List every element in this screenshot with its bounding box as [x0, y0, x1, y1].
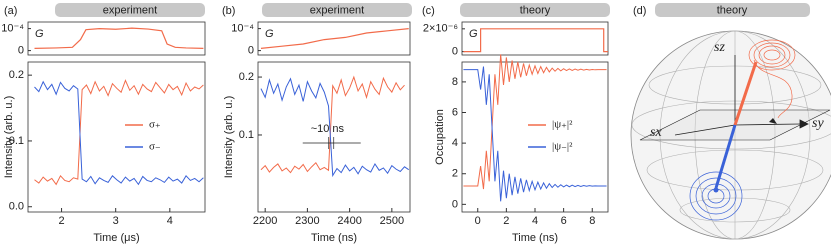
x-tick-label: 6 — [561, 215, 567, 227]
y-tick-label: 0.0 — [9, 201, 24, 213]
series-line — [260, 77, 410, 178]
y-tick-label: 0.2 — [239, 71, 254, 83]
header-pill — [460, 3, 610, 17]
axis-label: sz — [714, 40, 725, 55]
panel-label: (a) — [4, 5, 17, 17]
x-tick-label: 4 — [167, 215, 173, 227]
x-tick-label: 2 — [58, 215, 64, 227]
y-tick-label: 0.2 — [9, 69, 24, 81]
inset-tick-label: 2×10⁻⁶ — [423, 23, 458, 35]
inset-label: G — [469, 28, 478, 40]
legend-label: σ₊ — [149, 119, 161, 131]
series-line — [463, 66, 607, 202]
panel-header: experiment — [310, 4, 364, 16]
orange-trajectory — [748, 39, 796, 119]
axis-label: sx — [650, 125, 662, 140]
inset-tick-label: 10⁻⁴ — [1, 23, 24, 35]
inset-line — [463, 28, 608, 53]
y-tick-label: 6 — [452, 106, 458, 118]
plot-frame — [27, 61, 206, 213]
x-tick-label: 2 — [503, 215, 509, 227]
series-line — [463, 54, 607, 190]
panel-label: (d) — [633, 5, 646, 17]
legend-label: |ψ₋|² — [552, 141, 573, 153]
x-tick-label: 2200 — [253, 215, 277, 227]
blue-vector — [714, 124, 737, 189]
panel-header: experiment — [103, 4, 157, 16]
y-tick-label: 2 — [452, 168, 458, 180]
plot-frame — [257, 61, 411, 213]
panel-label: (b) — [222, 5, 235, 17]
orange-vector — [733, 61, 758, 126]
inset-line — [34, 27, 204, 49]
x-axis-label: Time (μs) — [93, 232, 139, 244]
x-axis-label: Time (ns) — [512, 232, 558, 244]
series-line — [34, 80, 204, 186]
x-tick-label: 3 — [113, 215, 119, 227]
arrow-head — [769, 118, 777, 124]
inset-tick-label: 10⁻⁴ — [231, 23, 254, 35]
y-tick-label: 8 — [452, 76, 458, 88]
panel-header: theory — [717, 4, 748, 16]
series-line — [260, 75, 405, 174]
axes — [674, 55, 809, 136]
inset-frame — [27, 21, 206, 56]
inset-frame — [461, 21, 609, 56]
y-axis-label: Intensity (arb. u.) — [3, 96, 15, 179]
y-tick-label: 0.1 — [239, 129, 254, 141]
x-tick-label: 2400 — [337, 215, 361, 227]
y-tick-label: 0.1 — [9, 135, 24, 147]
inset-line — [260, 28, 409, 49]
inset-tick-label: 0 — [452, 45, 458, 57]
legend-label: |ψ₊|² — [552, 119, 573, 131]
panel-header: theory — [520, 4, 551, 16]
sphere-grid — [631, 30, 831, 240]
header-pill — [55, 3, 205, 17]
x-tick-label: 2300 — [295, 215, 319, 227]
panel-label: (c) — [422, 5, 435, 17]
x-tick-label: 8 — [589, 215, 595, 227]
inset-tick-label: 0 — [18, 45, 24, 57]
legend-label: σ₋ — [149, 141, 161, 153]
inset-frame — [257, 21, 411, 56]
x-tick-label: 2500 — [380, 215, 404, 227]
y-tick-label: 4 — [452, 137, 458, 149]
header-pill — [262, 3, 412, 17]
series-line — [34, 79, 204, 186]
inset-tick-label: 0 — [248, 45, 254, 57]
y-tick-label: 0 — [452, 198, 458, 210]
y-axis-label: Intensity (arb. u.) — [223, 96, 235, 179]
x-axis-label: Time (ns) — [311, 232, 357, 244]
axis-label: sy — [812, 116, 824, 131]
blue-point — [713, 187, 719, 193]
header-pill — [655, 3, 810, 17]
y-axis-label: Occupation — [434, 109, 446, 165]
inset-label: G — [35, 28, 44, 40]
bloch-panel: theory (d) sz sx — [630, 3, 831, 240]
x-tick-label: 0 — [475, 215, 481, 227]
inset-label: G — [265, 28, 274, 40]
x-tick-label: 4 — [532, 215, 538, 227]
annotation: ~10 ns — [311, 123, 345, 135]
